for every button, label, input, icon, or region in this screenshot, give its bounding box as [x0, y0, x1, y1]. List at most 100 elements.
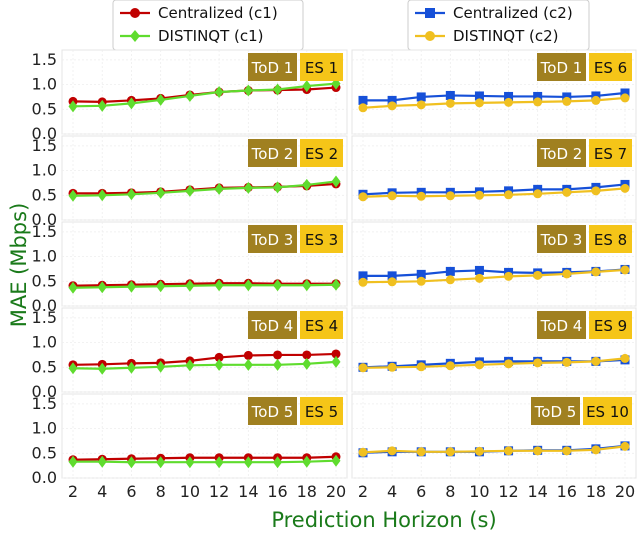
- y-tick-label: 0.5: [32, 185, 57, 204]
- panel-frame: [351, 307, 637, 393]
- data-point: [416, 191, 426, 201]
- data-point: [273, 456, 283, 469]
- series-line: [362, 445, 626, 454]
- es-badge: [300, 53, 343, 81]
- data-point: [358, 103, 368, 113]
- legend-distinqt-c2-label: DISTINQT (c2): [453, 27, 559, 45]
- x-tick-label: 6: [126, 482, 136, 501]
- data-point: [387, 362, 397, 372]
- legend-right: Centralized (c2) DISTINQT (c2): [407, 0, 590, 51]
- x-tick-label: 16: [557, 482, 577, 501]
- data-point: [185, 456, 195, 469]
- data-point: [214, 279, 224, 292]
- data-point: [156, 186, 166, 199]
- data-point: [504, 91, 514, 101]
- data-point: [504, 446, 514, 456]
- data-point: [273, 83, 283, 96]
- y-tick-label: 1.5: [32, 308, 57, 327]
- series-line: [73, 459, 337, 464]
- x-tick-label: 18: [586, 482, 606, 501]
- data-point: [562, 269, 572, 279]
- y-tick-label: 1.0: [32, 75, 57, 94]
- series-line: [362, 187, 626, 198]
- data-point: [358, 95, 368, 105]
- data-point: [562, 446, 572, 456]
- data-point: [620, 183, 630, 193]
- data-point: [302, 350, 312, 360]
- data-point: [331, 349, 341, 359]
- legend-central-c2-label: Centralized (c2): [453, 4, 573, 22]
- data-point: [416, 100, 426, 110]
- series-line: [72, 352, 337, 366]
- data-point: [504, 190, 514, 200]
- es-badge-label: ES 5: [305, 403, 338, 421]
- tod-badge-label: ToD 1: [540, 59, 583, 77]
- data-point: [358, 192, 368, 202]
- data-point: [68, 281, 78, 294]
- data-point: [416, 362, 426, 372]
- tod-badge-label: ToD 2: [540, 145, 583, 163]
- panel-4: ToD 2 ES 7: [351, 135, 637, 221]
- data-point: [416, 276, 426, 286]
- data-point: [156, 456, 166, 469]
- x-tick-label: 12: [498, 482, 518, 501]
- data-point: [126, 361, 136, 374]
- data-point: [243, 279, 253, 292]
- series-line: [72, 82, 337, 108]
- y-tick-label: 1.0: [32, 333, 57, 352]
- legend-distinqt-c1-label: DISTINQT (c1): [158, 27, 264, 45]
- es-badge: [300, 139, 343, 167]
- legend-left: Centralized (c1) DISTINQT (c1): [112, 0, 304, 51]
- es-badge-label: ES 9: [594, 317, 627, 335]
- data-point: [533, 270, 543, 280]
- data-point: [126, 188, 136, 201]
- data-point: [591, 267, 601, 277]
- data-point: [445, 98, 455, 108]
- data-point: [387, 191, 397, 201]
- data-point: [97, 362, 107, 375]
- data-point: [620, 265, 630, 275]
- panel-grid: 0.0 0.5 1.0 1.5 ToD 1 ES 1 ToD 1 ES 6 0.0 0.5 1.0 1…: [32, 49, 637, 501]
- tod-badge-label: ToD 3: [540, 231, 583, 249]
- data-point: [243, 358, 253, 371]
- data-point: [474, 273, 484, 283]
- data-point: [156, 360, 166, 373]
- data-point: [387, 101, 397, 111]
- es-badge: [589, 225, 632, 253]
- tod-badge-label: ToD 3: [251, 231, 294, 249]
- data-point: [68, 100, 78, 113]
- es-badge-label: ES 8: [594, 231, 627, 249]
- x-tick-label: 2: [358, 482, 368, 501]
- es-badge: [589, 53, 632, 81]
- panel-frame: [351, 221, 637, 307]
- legend-central-c1-marker: [130, 8, 140, 18]
- y-tick-label: 0.5: [32, 443, 57, 462]
- data-point: [156, 280, 166, 293]
- data-point: [533, 97, 543, 107]
- panel-9: 0.0 0.5 1.0 1.5 2 4 6 8 10 12 14 16 18 20 ToD 5 ES 5: [32, 393, 348, 501]
- data-point: [591, 356, 601, 366]
- es-badge: [300, 311, 343, 339]
- data-point: [302, 455, 312, 468]
- series-line: [72, 360, 337, 370]
- panel-7: 0.0 0.5 1.0 1.5 ToD 4 ES 4: [32, 307, 348, 401]
- y-tick-label: 0.0: [32, 382, 57, 401]
- data-point: [445, 191, 455, 201]
- data-point: [68, 189, 78, 202]
- data-point: [445, 447, 455, 457]
- panel-3: 0.0 0.5 1.0 1.5 ToD 2 ES 2: [32, 135, 348, 229]
- series-line: [363, 91, 626, 102]
- data-point: [214, 182, 224, 195]
- data-point: [591, 445, 601, 455]
- data-point: [387, 446, 397, 456]
- data-point: [416, 447, 426, 457]
- data-point: [504, 271, 514, 281]
- tod-badge: [248, 53, 297, 81]
- tod-badge: [537, 139, 586, 167]
- x-tick-label: 4: [387, 482, 397, 501]
- data-point: [474, 190, 484, 200]
- es-badge-label: ES 4: [305, 317, 338, 335]
- series-line: [72, 455, 337, 461]
- data-point: [562, 357, 572, 367]
- data-point: [533, 91, 543, 101]
